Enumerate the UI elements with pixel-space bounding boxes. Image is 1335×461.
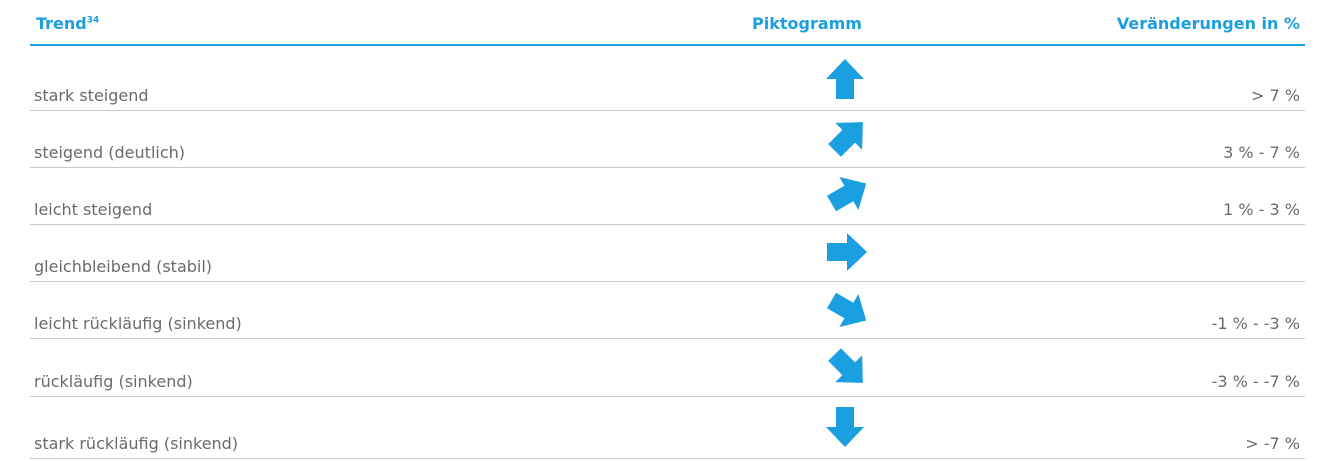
row-rule xyxy=(30,281,1305,282)
arrow-down-right xyxy=(821,341,877,397)
arrow-slight-up xyxy=(822,167,876,220)
trend-label: steigend (deutlich) xyxy=(34,143,186,162)
trend-label: stark rückläufig (sinkend) xyxy=(34,434,239,453)
row-rule xyxy=(30,458,1305,459)
row-rule xyxy=(30,110,1305,111)
row-rule xyxy=(30,167,1305,168)
change-range: 1 % - 3 % xyxy=(1223,200,1300,219)
change-range: > -7 % xyxy=(1245,434,1300,453)
header-pictogram: Piktogramm xyxy=(752,14,862,33)
row-rule xyxy=(30,338,1305,339)
change-range: -3 % - -7 % xyxy=(1211,372,1300,391)
arrow-slight-down xyxy=(822,284,876,337)
trend-label: gleichbleibend (stabil) xyxy=(34,257,213,276)
arrow-down xyxy=(826,407,864,447)
footnote-ref: 34 xyxy=(86,15,100,26)
header-change: Veränderungen in % xyxy=(1116,14,1300,33)
row-rule xyxy=(30,224,1305,225)
change-range: -1 % - -3 % xyxy=(1211,314,1300,333)
header-trend-text: Trend xyxy=(36,14,87,33)
trend-label: leicht rückläufig (sinkend) xyxy=(34,314,242,333)
header-trend: Trend34 xyxy=(36,14,99,33)
arrow-up-right xyxy=(821,108,877,164)
trend-label: stark steigend xyxy=(34,86,149,105)
header-rule xyxy=(30,44,1305,46)
change-range: > 7 % xyxy=(1251,86,1300,105)
trend-label: rückläufig (sinkend) xyxy=(34,372,193,391)
change-range: 3 % - 7 % xyxy=(1223,143,1300,162)
arrow-up xyxy=(826,59,864,99)
arrow-right xyxy=(827,233,867,271)
trend-label: leicht steigend xyxy=(34,200,153,219)
row-rule xyxy=(30,396,1305,397)
